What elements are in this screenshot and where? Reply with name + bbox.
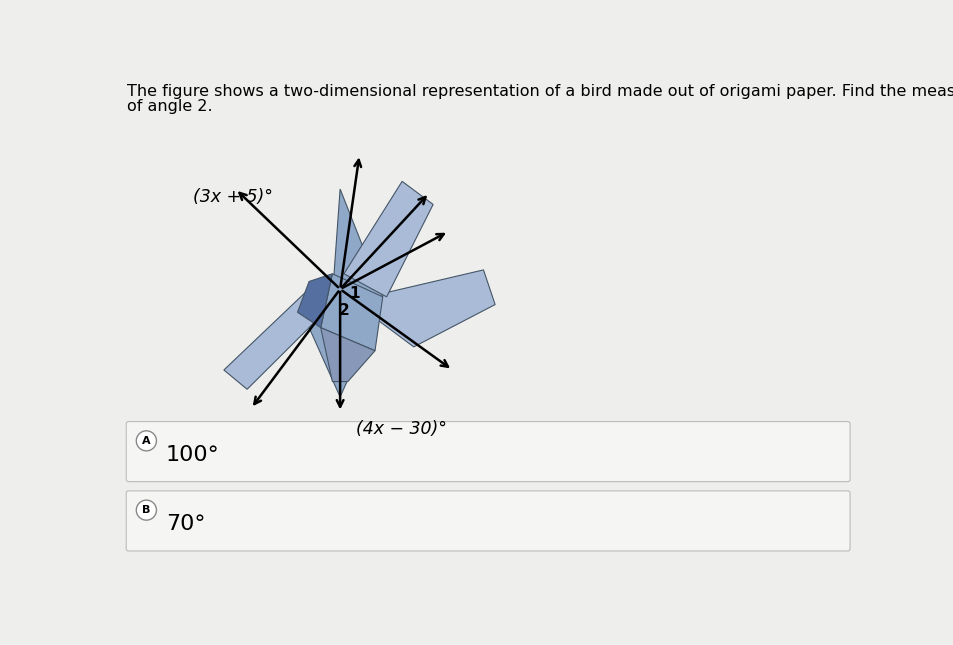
Circle shape (136, 500, 156, 520)
Text: 100°: 100° (166, 444, 219, 464)
Text: 2: 2 (338, 303, 349, 318)
Circle shape (136, 431, 156, 451)
FancyBboxPatch shape (126, 422, 849, 482)
Text: (3x + 5)°: (3x + 5)° (193, 188, 273, 206)
Polygon shape (297, 273, 332, 328)
Polygon shape (320, 328, 375, 382)
Polygon shape (224, 281, 332, 389)
Text: of angle 2.: of angle 2. (127, 99, 213, 114)
Text: 70°: 70° (166, 514, 205, 534)
Text: 1: 1 (349, 286, 359, 301)
Polygon shape (309, 312, 371, 397)
Text: The figure shows a two-dimensional representation of a bird made out of origami : The figure shows a two-dimensional repre… (127, 84, 953, 99)
FancyBboxPatch shape (126, 491, 849, 551)
Text: A: A (142, 436, 151, 446)
Polygon shape (352, 270, 495, 347)
Text: (4x − 30)°: (4x − 30)° (355, 420, 446, 438)
Polygon shape (320, 273, 382, 351)
Polygon shape (344, 181, 433, 297)
Polygon shape (332, 189, 382, 297)
Text: B: B (142, 505, 151, 515)
